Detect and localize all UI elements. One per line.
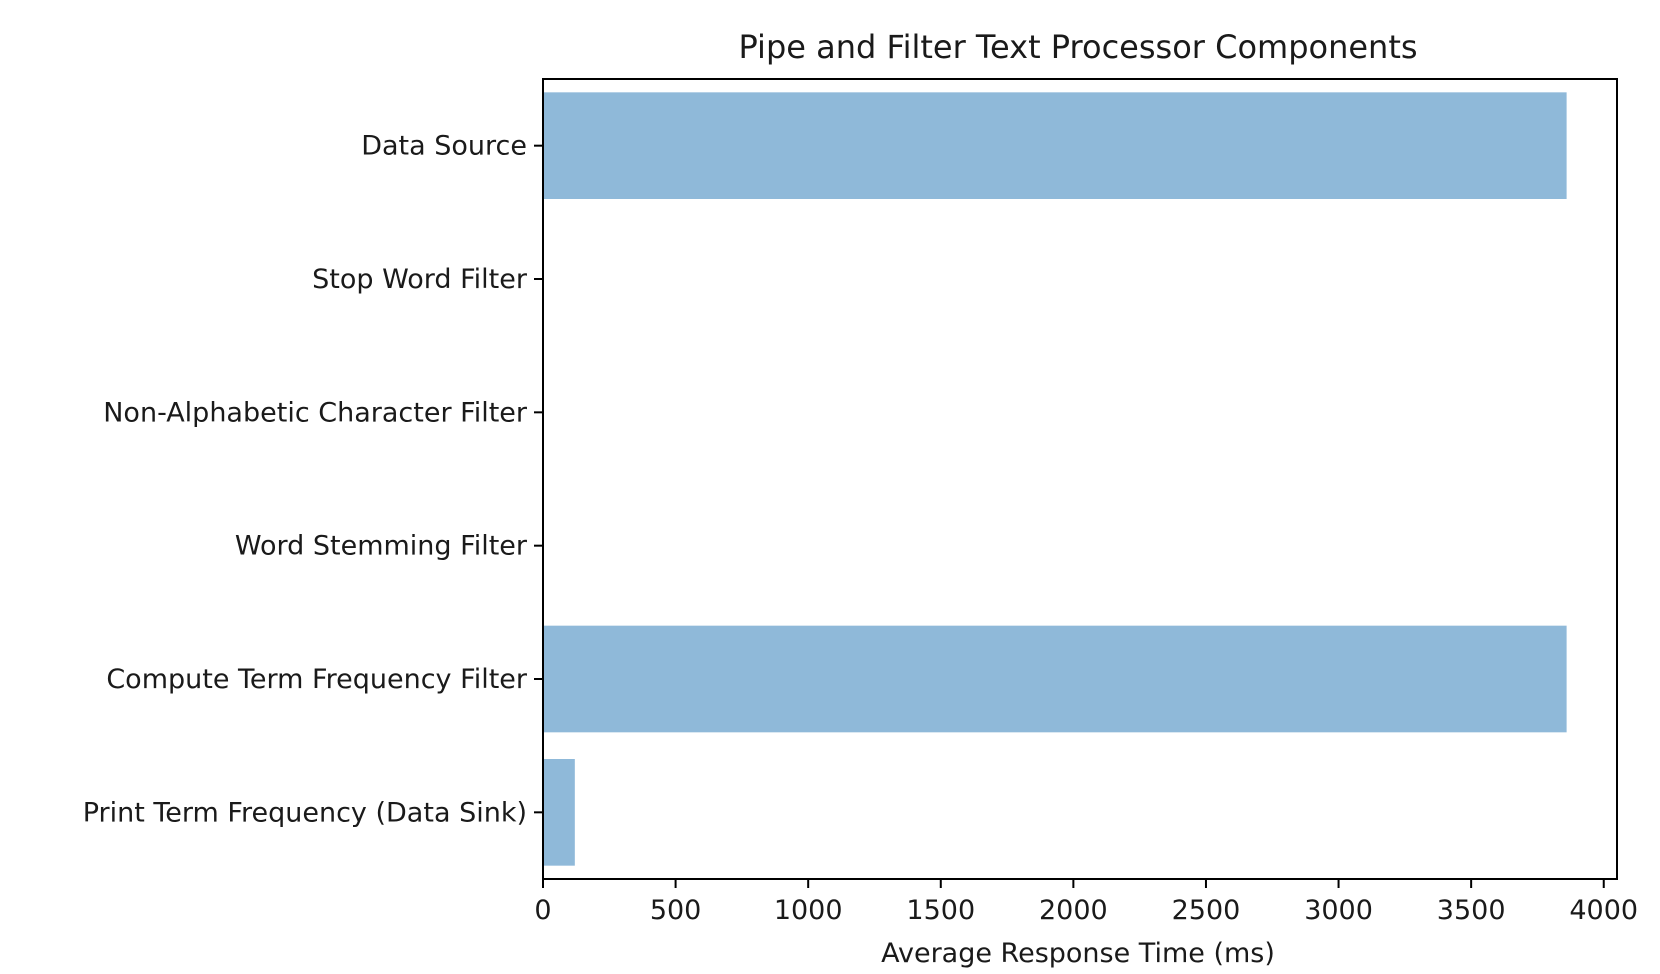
x-tick-label: 500 (650, 895, 702, 926)
x-tick-label: 2500 (1172, 895, 1241, 926)
bar (543, 625, 1567, 733)
x-tick-label: 3000 (1304, 895, 1373, 926)
y-tick-label: Print Term Frequency (Data Sink) (83, 797, 527, 828)
y-tick-label: Word Stemming Filter (235, 531, 528, 562)
bar (543, 92, 1567, 199)
x-tick-label: 3500 (1437, 895, 1506, 926)
x-tick-label: 4000 (1569, 895, 1638, 926)
x-tick-label: 0 (534, 895, 551, 926)
x-tick-label: 2000 (1039, 895, 1108, 926)
y-tick-label: Stop Word Filter (312, 264, 528, 295)
y-tick-label: Compute Term Frequency Filter (106, 664, 528, 695)
x-tick-label: 1500 (906, 895, 975, 926)
x-axis-label: Average Response Time (ms) (881, 938, 1275, 969)
y-tick-label: Data Source (361, 131, 527, 162)
y-tick-labels: Data Source Stop Word Filter Non-Alphabeti… (83, 131, 543, 828)
x-tick-label: 1000 (774, 895, 843, 926)
x-ticks: 0 500 1000 1500 2000 2500 3000 3500 4000 (534, 879, 1638, 926)
plot-frame (542, 78, 1618, 880)
bar (543, 759, 575, 866)
chart-title: Pipe and Filter Text Processor Component… (738, 28, 1417, 66)
y-tick-label: Non-Alphabetic Character Filter (103, 397, 528, 428)
bars-group (543, 92, 1567, 866)
